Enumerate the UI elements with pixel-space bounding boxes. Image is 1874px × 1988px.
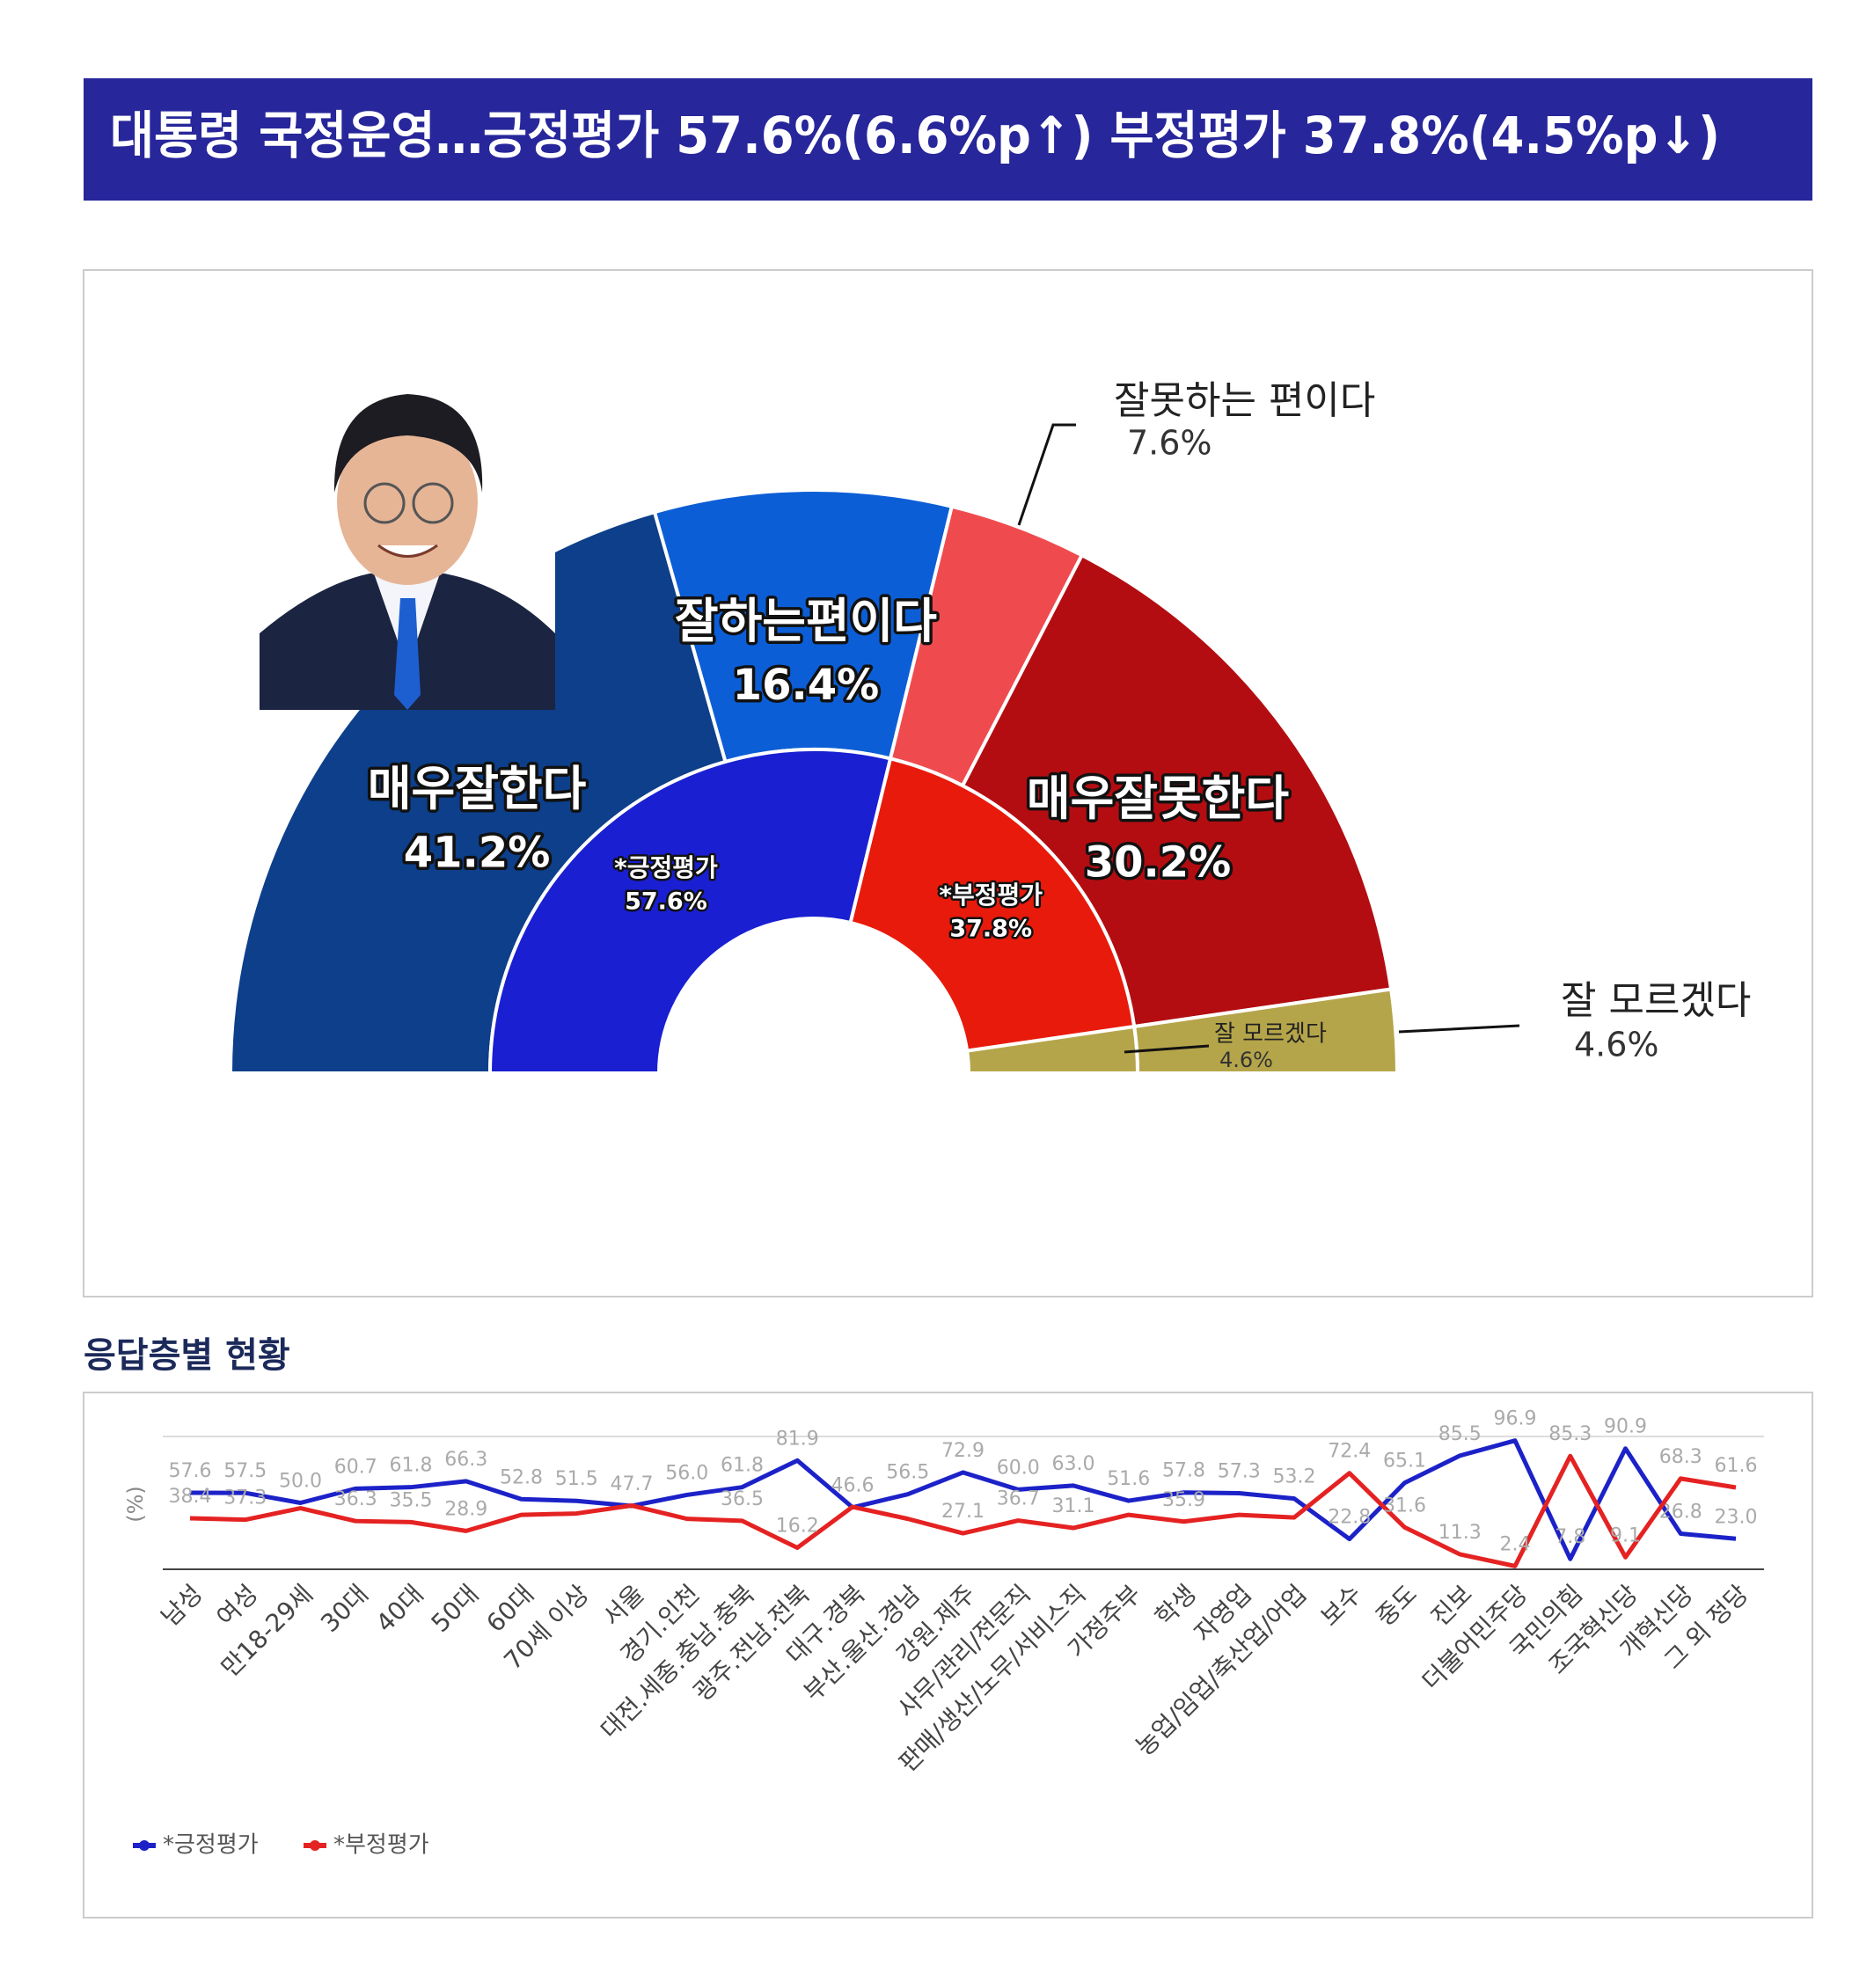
section-title: 응답층별 현황: [84, 1335, 290, 1376]
data-label: 60.7: [334, 1456, 377, 1478]
data-label: 35.5: [390, 1489, 433, 1511]
data-label: 68.3: [1659, 1446, 1702, 1468]
data-label: 28.9: [444, 1498, 487, 1520]
callout-value: 4.6%: [1219, 1048, 1273, 1072]
segment-label: 매우잘한다: [368, 761, 587, 816]
data-label: 57.5: [223, 1460, 267, 1482]
data-label: 61.8: [721, 1455, 764, 1477]
data-label: 38.4: [169, 1486, 212, 1508]
callout-label: 잘못하는 편이다: [1114, 378, 1375, 423]
data-label: 16.2: [776, 1516, 819, 1538]
y-axis-label: (%): [123, 1486, 148, 1523]
callout-label: 잘 모르겠다: [1214, 1021, 1327, 1048]
data-label: 46.6: [831, 1475, 875, 1497]
legend-dot: [139, 1840, 150, 1851]
pie-segment: [848, 756, 1137, 1053]
callout-line: [1124, 1044, 1210, 1054]
data-label: 50.0: [279, 1471, 322, 1493]
data-label: 72.4: [1328, 1441, 1371, 1463]
data-label: 90.9: [1604, 1416, 1647, 1438]
data-label: 66.3: [444, 1449, 487, 1471]
segment-value: 30.2%: [1085, 838, 1232, 888]
callout-value: 4.6%: [1574, 1026, 1659, 1064]
data-label: 36.3: [334, 1488, 377, 1510]
data-label: 2.4: [1500, 1533, 1531, 1555]
data-label: 51.5: [555, 1468, 598, 1490]
data-label: 65.1: [1383, 1451, 1426, 1473]
callout-line: [1017, 423, 1076, 526]
segment-label: *긍정평가: [614, 853, 718, 882]
data-label: 53.2: [1273, 1466, 1316, 1488]
data-label: 23.0: [1715, 1506, 1758, 1528]
callout-line: [1398, 1024, 1520, 1034]
data-label: 96.9: [1494, 1408, 1537, 1430]
data-label: 26.8: [1659, 1502, 1702, 1524]
data-label: 72.9: [941, 1440, 985, 1462]
segment-value: 16.4%: [733, 661, 880, 710]
data-label: 9.1: [1610, 1524, 1641, 1546]
data-label: 56.5: [886, 1462, 929, 1484]
data-label: 22.8: [1328, 1507, 1371, 1529]
data-label: 60.0: [997, 1457, 1040, 1479]
data-label: 56.0: [665, 1462, 708, 1484]
segment-label: 매우잘못한다: [1027, 771, 1289, 826]
data-label: 31.1: [1052, 1495, 1095, 1517]
data-label: 57.6: [169, 1460, 212, 1482]
data-label: 57.8: [1162, 1460, 1205, 1482]
pie-segment: [487, 748, 893, 1075]
segment-label: 잘하는편이다: [675, 594, 937, 649]
data-label: 11.3: [1438, 1522, 1482, 1544]
data-label: 7.8: [1555, 1526, 1585, 1548]
segment-value: 37.8%: [949, 915, 1032, 942]
segment-label: *부정평가: [939, 881, 1043, 910]
data-label: 57.3: [1218, 1460, 1261, 1482]
series-line: [189, 1438, 1737, 1561]
data-label: 85.3: [1548, 1423, 1592, 1445]
data-label: 37.3: [223, 1487, 267, 1509]
data-label: 27.1: [941, 1501, 985, 1523]
pie-segment: [964, 1024, 1140, 1075]
data-label: 47.7: [611, 1473, 654, 1495]
photo: [260, 389, 555, 710]
legend-label: *긍정평가: [163, 1832, 259, 1859]
data-label: 51.6: [1107, 1468, 1150, 1490]
callout-value: 7.6%: [1127, 424, 1212, 463]
data-label: 63.0: [1052, 1453, 1095, 1475]
header-title: 대통령 국정운영…긍정평가 57.6%(6.6%p↑) 부정평가 37.8%(4…: [110, 106, 1720, 165]
data-label: 36.7: [997, 1488, 1040, 1510]
header-bar: [84, 78, 1812, 201]
data-label: 36.5: [721, 1488, 764, 1510]
data-label: 31.6: [1383, 1495, 1426, 1517]
series-line: [189, 1453, 1737, 1568]
data-label: 85.5: [1438, 1423, 1482, 1445]
data-label: 35.9: [1162, 1489, 1205, 1511]
data-label: 52.8: [500, 1466, 543, 1488]
data-label: 61.6: [1715, 1455, 1758, 1477]
data-label: 61.8: [390, 1455, 433, 1477]
data-label: 81.9: [776, 1428, 819, 1450]
legend-label: *부정평가: [333, 1832, 429, 1859]
segment-value: 41.2%: [404, 829, 551, 878]
pie-chart: 매우잘한다 41.2% 잘하는편이다 16.4% 매우잘못한다 30.2% *긍정평가 57.…: [228, 378, 1751, 1075]
segment-value: 57.6%: [625, 888, 707, 916]
legend-dot: [310, 1840, 320, 1851]
callout-label: 잘 모르겠다: [1561, 978, 1751, 1023]
